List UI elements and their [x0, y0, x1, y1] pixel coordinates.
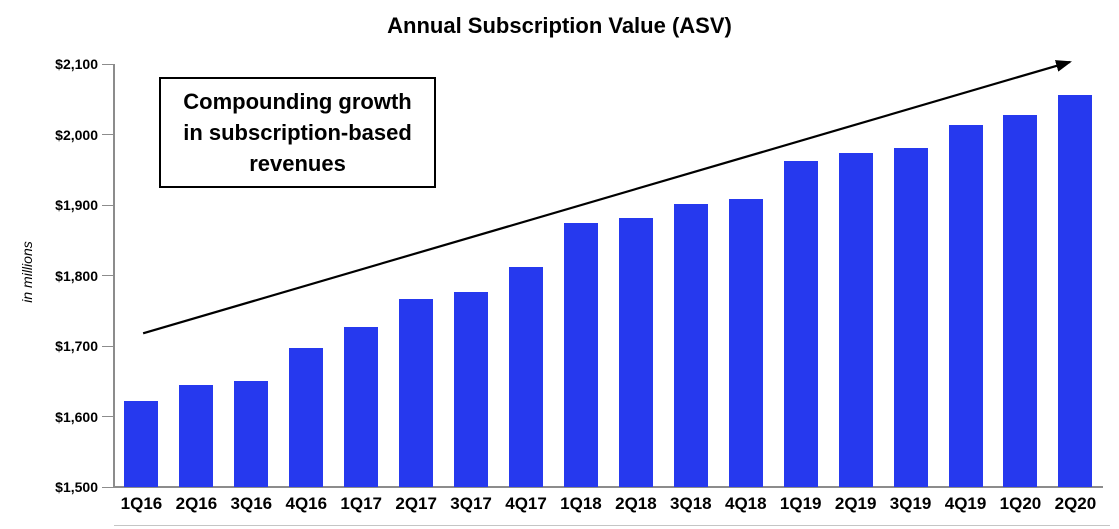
bar-slot [718, 64, 773, 487]
bar-slot [114, 64, 169, 487]
bar-1Q19 [783, 161, 818, 487]
y-axis-tick-label: $1,900 [55, 197, 98, 213]
x-axis-label-4Q17: 4Q17 [505, 494, 547, 513]
y-axis-tick-label: $1,800 [55, 267, 98, 284]
y-axis-tick-label: $2,000 [55, 126, 98, 143]
bar-slot [499, 64, 554, 487]
x-axis-label-1Q16: 1Q16 [120, 494, 163, 513]
bar-slot [608, 64, 663, 487]
x-axis-label-4Q19: 4Q19 [944, 494, 987, 513]
bar-3Q19 [893, 147, 928, 487]
bar-3Q17 [454, 292, 489, 487]
x-axis-label-2Q19: 2Q19 [834, 494, 877, 513]
bar-slot [828, 64, 883, 487]
bar-slot [169, 64, 224, 487]
y-axis-line [113, 64, 115, 488]
y-axis-tick-label: $1,600 [55, 408, 98, 425]
bar-2Q17 [399, 299, 434, 487]
bar-slot [389, 64, 444, 487]
y-axis-tick [102, 204, 113, 206]
bar-slot [1048, 64, 1103, 487]
bar-2Q18 [618, 217, 653, 487]
x-axis-label-2Q16: 2Q16 [175, 494, 218, 513]
x-axis-label-1Q19: 1Q19 [779, 494, 822, 513]
bottom-frame-line [114, 525, 1110, 526]
bar-2Q19 [838, 152, 873, 487]
y-axis-tick-label: $1,700 [55, 338, 98, 354]
y-axis-tick [102, 416, 113, 417]
bar-4Q17 [509, 267, 544, 487]
bar-4Q16 [289, 348, 324, 487]
bar-3Q16 [234, 381, 269, 487]
bar-1Q20 [1003, 114, 1038, 487]
x-axis-label-2Q20: 2Q20 [1054, 494, 1097, 513]
x-axis-label-2Q18: 2Q18 [615, 494, 657, 513]
bar-2Q16 [179, 384, 214, 487]
x-axis-label-1Q17: 1Q17 [340, 494, 383, 513]
bar-slot [993, 64, 1048, 487]
x-axis-labels: 1Q16 2Q16 3Q16 4Q16 1Q17 2Q17 3Q17 4Q17 1Q18 2Q18… [114, 494, 1103, 514]
bar-slot [334, 64, 389, 487]
bar-slot [224, 64, 279, 487]
x-axis-label-1Q18: 1Q18 [560, 494, 602, 513]
bar-slot [444, 64, 499, 487]
bar-slot [663, 64, 718, 487]
x-axis-label-1Q20: 1Q20 [999, 494, 1042, 513]
bar-slot [938, 64, 993, 487]
y-axis-tick [102, 486, 113, 488]
x-axis-label-3Q19: 3Q19 [889, 494, 932, 513]
bar-slot [883, 64, 938, 487]
y-axis-tick [102, 134, 113, 135]
y-axis-tick [102, 345, 113, 347]
y-axis-tick [102, 63, 113, 65]
x-axis-label-2Q17: 2Q17 [395, 494, 437, 513]
bar-1Q17 [344, 326, 379, 487]
bars-area [114, 64, 1103, 487]
x-axis-baseline [113, 486, 1103, 488]
bar-1Q16 [124, 401, 159, 487]
x-axis-label-3Q18: 3Q18 [670, 494, 712, 513]
x-axis-label-4Q16: 4Q16 [285, 494, 328, 513]
bar-4Q19 [948, 124, 983, 487]
x-axis-label-3Q16: 3Q16 [230, 494, 273, 513]
bar-slot [554, 64, 609, 487]
bar-slot [279, 64, 334, 487]
x-axis-label-3Q17: 3Q17 [450, 494, 492, 513]
bar-2Q20 [1058, 95, 1093, 487]
y-axis-tick-label: $2,100 [55, 56, 98, 72]
x-axis-label-4Q18: 4Q18 [724, 494, 767, 513]
bar-4Q18 [728, 198, 763, 487]
chart-title: Annual Subscription Value (ASV) [387, 13, 732, 38]
bar-3Q18 [673, 204, 708, 487]
bar-slot [773, 64, 828, 487]
y-axis-tick-label: $1,500 [55, 479, 98, 495]
y-axis-tick [102, 275, 113, 276]
bar-1Q18 [563, 223, 598, 487]
